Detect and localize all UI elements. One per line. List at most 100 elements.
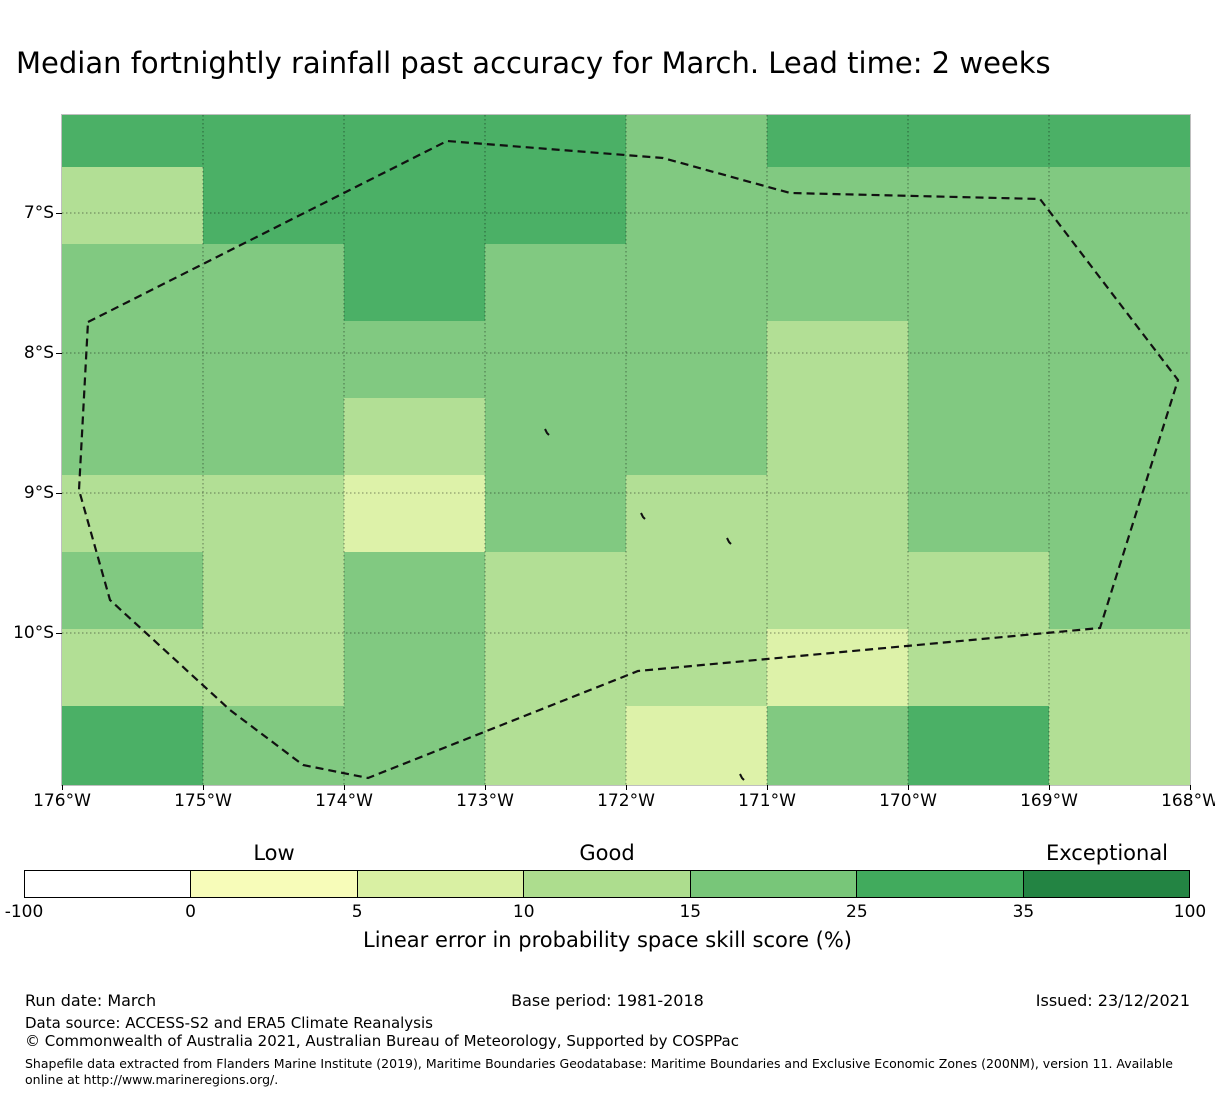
chart-title: Median fortnightly rainfall past accurac… bbox=[16, 46, 1051, 80]
lat-tick-mark bbox=[56, 353, 62, 354]
lon-tick-label: 173°W bbox=[456, 791, 514, 811]
map-cell bbox=[767, 244, 908, 321]
map-cell bbox=[1049, 321, 1190, 398]
lon-tick-mark bbox=[485, 785, 486, 790]
map-cell bbox=[62, 244, 203, 321]
map-cell bbox=[1049, 115, 1190, 167]
map-cell bbox=[485, 552, 626, 629]
map-cell bbox=[908, 398, 1049, 475]
map-cell bbox=[62, 475, 203, 552]
map-cell bbox=[344, 115, 485, 167]
lat-tick-mark bbox=[56, 633, 62, 634]
map-cell bbox=[344, 629, 485, 706]
map-cell bbox=[767, 475, 908, 552]
lon-tick-label: 169°W bbox=[1020, 791, 1078, 811]
map-cell bbox=[485, 398, 626, 475]
lon-tick-label: 168°W bbox=[1161, 791, 1215, 811]
map-cell bbox=[62, 115, 203, 167]
lon-tick-mark bbox=[1190, 785, 1191, 790]
lat-tick-label: 7°S bbox=[23, 203, 54, 223]
map-cell bbox=[485, 475, 626, 552]
lon-tick-label: 172°W bbox=[597, 791, 655, 811]
map-cell bbox=[767, 115, 908, 167]
map-cell bbox=[203, 321, 344, 398]
map-cell bbox=[344, 552, 485, 629]
colorbar-tick-label: 0 bbox=[185, 902, 196, 922]
map-cell bbox=[62, 398, 203, 475]
lon-tick-mark bbox=[203, 785, 204, 790]
lat-tick-label: 8°S bbox=[23, 343, 54, 363]
map-cell bbox=[62, 706, 203, 785]
map-cell bbox=[626, 115, 767, 167]
map-cell bbox=[908, 706, 1049, 785]
lon-tick-mark bbox=[767, 785, 768, 790]
lon-tick-label: 175°W bbox=[174, 791, 232, 811]
map-cell bbox=[626, 706, 767, 785]
map-cell bbox=[485, 115, 626, 167]
map-cell bbox=[626, 321, 767, 398]
lat-tick-mark bbox=[56, 213, 62, 214]
run-date-text: Run date: March bbox=[25, 991, 157, 1010]
map-cell bbox=[203, 115, 344, 167]
map-cell bbox=[1049, 167, 1190, 244]
lon-tick-label: 171°W bbox=[738, 791, 796, 811]
map-cell bbox=[203, 167, 344, 244]
skill-heatmap: 7°S 8°S 9°S 10°S 176°W 175°W 174°W 173°W 172°W 1… bbox=[13, 114, 1215, 811]
colorbar-segment bbox=[1022, 871, 1189, 897]
map-cell bbox=[344, 475, 485, 552]
map-cell bbox=[203, 244, 344, 321]
map-cell bbox=[908, 475, 1049, 552]
colorbar-tick-label: 25 bbox=[846, 902, 868, 922]
map-cell bbox=[626, 552, 767, 629]
map-cell bbox=[485, 244, 626, 321]
issued-date-text: Issued: 23/12/2021 bbox=[1035, 991, 1190, 1010]
colorbar-segment bbox=[25, 871, 191, 897]
lat-tick-label: 9°S bbox=[23, 483, 54, 503]
map-cell bbox=[203, 706, 344, 785]
lon-tick-mark bbox=[62, 785, 63, 790]
map-cell bbox=[908, 244, 1049, 321]
colorbar-tick-label: 5 bbox=[351, 902, 363, 922]
lon-tick-label: 174°W bbox=[315, 791, 373, 811]
colorbar-tick-label: 10 bbox=[512, 902, 535, 922]
map-cell bbox=[767, 629, 908, 706]
map-cell bbox=[485, 629, 626, 706]
map-cell bbox=[203, 398, 344, 475]
map-cell bbox=[626, 398, 767, 475]
lon-tick-mark bbox=[1049, 785, 1050, 790]
colorbar-segment bbox=[356, 871, 524, 897]
map-cell bbox=[62, 167, 203, 244]
colorbar-tick-label: 100 bbox=[1173, 902, 1207, 922]
map-cell bbox=[344, 321, 485, 398]
base-period-text: Base period: 1981-2018 bbox=[511, 991, 704, 1010]
colorbar-tick-label: 15 bbox=[679, 902, 702, 922]
colorbar-segment bbox=[523, 871, 690, 897]
map-cell bbox=[344, 706, 485, 785]
shapefile-note: Shapefile data extracted from Flanders M… bbox=[25, 1056, 1173, 1088]
map-cell bbox=[908, 115, 1049, 167]
map-cell bbox=[908, 629, 1049, 706]
lat-tick-label: 10°S bbox=[13, 623, 54, 643]
colorbar-segment bbox=[856, 871, 1023, 897]
colorbar-label-exceptional: Exceptional bbox=[1045, 841, 1169, 865]
map-cell bbox=[1049, 629, 1190, 706]
map-cell bbox=[344, 167, 485, 244]
map-cell bbox=[1049, 706, 1190, 785]
lon-tick-label: 176°W bbox=[33, 791, 91, 811]
map-cell bbox=[1049, 244, 1190, 321]
shapefile-attribution-text: Shapefile data extracted from Flanders M… bbox=[25, 1056, 1195, 1089]
map-cell bbox=[908, 321, 1049, 398]
map-cell bbox=[767, 552, 908, 629]
map-cell bbox=[485, 706, 626, 785]
map-cell bbox=[626, 475, 767, 552]
map-cell bbox=[767, 167, 908, 244]
shapefile-url: http://www.marineregions.org/. bbox=[83, 1072, 279, 1088]
map-cell bbox=[626, 167, 767, 244]
lon-tick-mark bbox=[908, 785, 909, 790]
map-cell bbox=[203, 552, 344, 629]
map-cell bbox=[203, 629, 344, 706]
map-cell bbox=[485, 321, 626, 398]
colorbar-tick-label: 35 bbox=[1012, 902, 1035, 922]
data-source-text: Data source: ACCESS-S2 and ERA5 Climate … bbox=[25, 1014, 433, 1032]
map-cell bbox=[1049, 475, 1190, 552]
